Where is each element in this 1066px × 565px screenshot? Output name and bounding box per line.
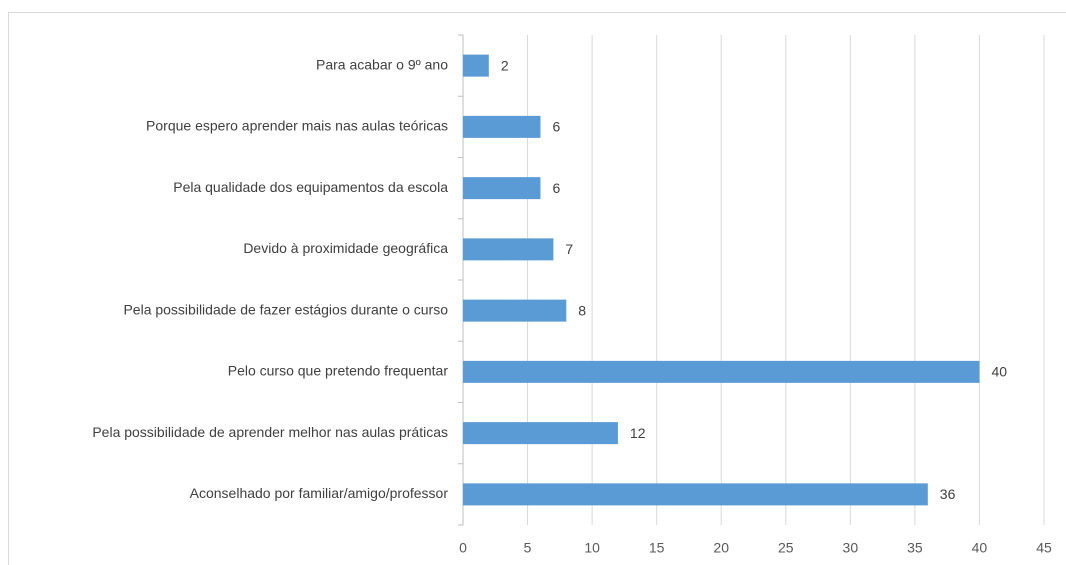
y-tick-label: Devido à proximidade geográfica [243, 240, 448, 256]
y-tick-label: Pela qualidade dos equipamentos da escol… [173, 179, 448, 195]
bar [463, 177, 541, 200]
data-label: 8 [578, 302, 586, 318]
data-label: 40 [991, 364, 1007, 380]
bar [463, 54, 489, 77]
x-tick-label: 20 [713, 540, 729, 556]
data-label: 6 [552, 180, 560, 196]
data-label: 2 [501, 57, 509, 73]
bar [463, 115, 541, 138]
data-label: 36 [940, 486, 956, 502]
x-tick-label: 15 [649, 540, 665, 556]
bar [463, 483, 928, 506]
chart-frame [8, 12, 1066, 565]
data-label: 12 [630, 425, 646, 441]
x-tick-label: 45 [1036, 540, 1052, 556]
y-tick-label: Aconselhado por familiar/amigo/professor [190, 485, 449, 501]
x-tick-label: 10 [584, 540, 600, 556]
y-tick-label: Para acabar o 9º ano [316, 56, 448, 72]
y-tick-label: Pelo curso que pretendo frequentar [228, 363, 449, 379]
bar [463, 360, 980, 383]
x-tick-label: 5 [524, 540, 532, 556]
y-tick-label: Pela possibilidade de fazer estágios dur… [123, 301, 448, 317]
x-tick-label: 35 [907, 540, 923, 556]
data-label: 6 [552, 119, 560, 135]
bar [463, 299, 567, 322]
x-tick-label: 30 [843, 540, 859, 556]
bar [463, 238, 554, 261]
x-tick-label: 40 [972, 540, 988, 556]
y-tick-label: Pela possibilidade de aprender melhor na… [92, 424, 448, 440]
data-label: 7 [565, 241, 573, 257]
x-tick-label: 25 [778, 540, 794, 556]
x-tick-label: 0 [459, 540, 467, 556]
y-tick-label: Porque espero aprender mais nas aulas te… [146, 118, 448, 134]
bar [463, 422, 618, 445]
